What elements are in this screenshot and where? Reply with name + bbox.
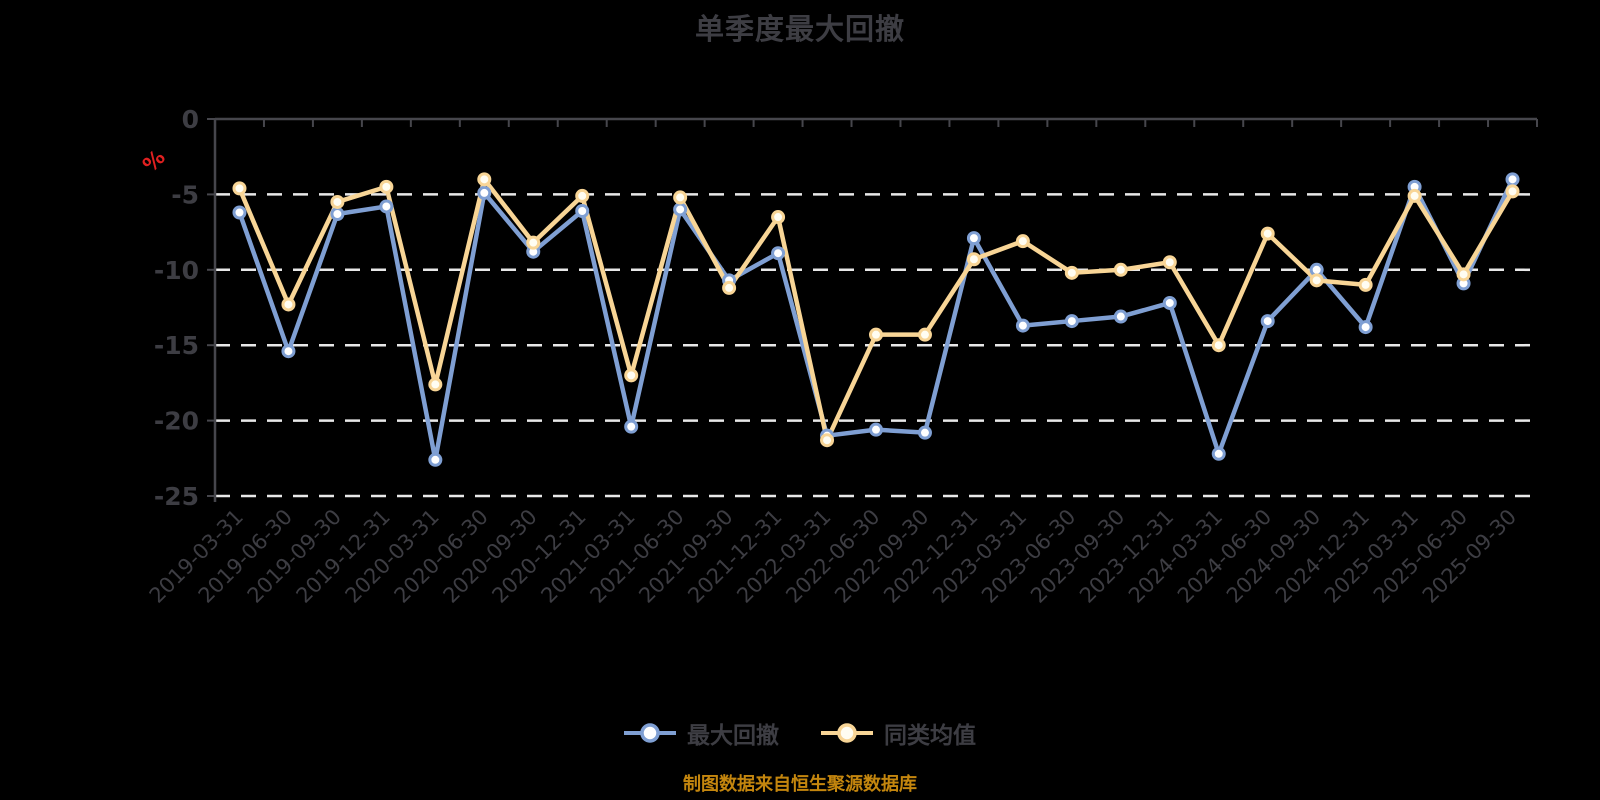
y-axis-label: -20: [154, 407, 199, 436]
data-point-marker-category-average: [771, 210, 786, 225]
data-point-marker-category-average: [1162, 255, 1177, 270]
legend-label: 同类均值: [884, 723, 976, 749]
data-point-marker-category-average: [1358, 277, 1373, 292]
data-point-marker-max-drawdown: [477, 185, 492, 200]
data-point-marker-category-average: [1113, 262, 1128, 277]
data-point-marker-category-average: [722, 280, 737, 295]
data-point-marker-max-drawdown: [1211, 446, 1226, 461]
legend-item-max-drawdown[interactable]: 最大回撤: [624, 716, 779, 750]
y-axis-label: -10: [154, 256, 199, 285]
chart-legend: 最大回撤 同类均值: [0, 716, 1600, 750]
series-line-category-average: [237, 177, 1515, 443]
data-point-marker-max-drawdown: [1162, 295, 1177, 310]
data-point-marker-category-average: [917, 327, 932, 342]
data-point-marker-category-average: [379, 179, 394, 194]
data-point-marker-max-drawdown: [869, 422, 883, 437]
data-point-marker-category-average: [575, 188, 590, 203]
data-point-marker-max-drawdown: [1260, 314, 1275, 329]
data-point-marker-max-drawdown: [281, 344, 296, 359]
data-point-marker-category-average: [1064, 265, 1079, 280]
data-point-marker-category-average: [869, 327, 883, 342]
y-axis-unit-label: %: [138, 145, 170, 177]
data-point-marker-category-average: [1015, 234, 1030, 249]
legend-item-category-average[interactable]: 同类均值: [821, 716, 976, 750]
data-point-marker-max-drawdown: [1064, 314, 1079, 329]
series-line-max-drawdown: [237, 177, 1515, 463]
data-point-marker-category-average: [232, 181, 247, 196]
y-axis-label: -15: [154, 331, 199, 360]
y-axis-label: -25: [154, 482, 199, 511]
data-point-marker-max-drawdown: [428, 452, 443, 467]
data-point-marker-max-drawdown: [232, 205, 247, 220]
data-point-marker-category-average: [428, 377, 443, 392]
data-point-marker-max-drawdown: [624, 419, 639, 434]
legend-label: 最大回撤: [687, 723, 779, 749]
y-axis-label: 0: [182, 105, 199, 134]
data-point-marker-category-average: [1456, 267, 1471, 282]
data-point-marker-category-average: [1211, 338, 1226, 353]
line-series-icon: [821, 723, 873, 743]
data-point-marker-category-average: [526, 235, 541, 250]
data-point-marker-max-drawdown: [966, 231, 981, 246]
chart-title: 单季度最大回撤: [694, 12, 905, 46]
data-point-marker-category-average: [477, 172, 492, 187]
data-point-marker-max-drawdown: [1358, 320, 1373, 335]
data-point-marker-max-drawdown: [379, 199, 394, 214]
data-point-marker-category-average: [1407, 188, 1422, 203]
data-point-marker-max-drawdown: [330, 207, 345, 222]
data-point-marker-category-average: [624, 368, 639, 383]
data-point-marker-category-average: [1309, 273, 1324, 288]
data-point-marker-category-average: [966, 252, 981, 267]
data-point-marker-max-drawdown: [575, 203, 590, 218]
line-series-icon: [624, 723, 676, 743]
data-point-marker-category-average: [673, 190, 688, 205]
data-point-marker-category-average: [1505, 184, 1520, 199]
data-point-marker-category-average: [330, 194, 345, 209]
y-axis-label: -5: [171, 180, 199, 209]
data-point-marker-category-average: [1260, 226, 1275, 241]
data-point-marker-max-drawdown: [673, 202, 688, 217]
data-point-marker-category-average: [281, 297, 296, 312]
data-point-marker-max-drawdown: [1113, 309, 1128, 324]
data-point-marker-max-drawdown: [917, 425, 932, 440]
data-source-note: 制图数据来自恒生聚源数据库: [683, 774, 917, 795]
data-point-marker-category-average: [820, 433, 835, 448]
data-point-marker-max-drawdown: [1015, 318, 1030, 333]
data-point-marker-max-drawdown: [771, 246, 786, 261]
data-point-marker-max-drawdown: [1505, 172, 1520, 187]
